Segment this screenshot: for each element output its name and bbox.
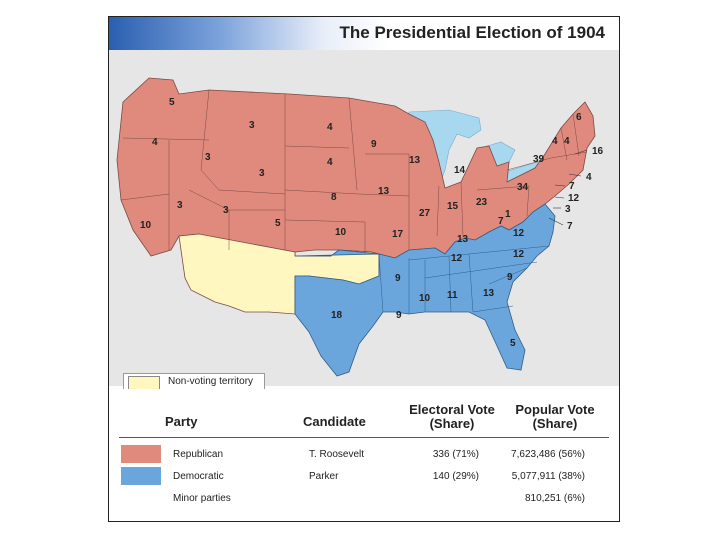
title-bar: The Presidential Election of 1904 [109, 17, 619, 50]
row-minor-popular: 810,251 (6%) [524, 493, 585, 504]
state-label-sd: 4 [327, 157, 333, 168]
header-party: Party [165, 414, 198, 429]
callout-lines [548, 149, 588, 226]
state-label-pa: 34 [517, 182, 529, 193]
state-label-md-d: 7 [567, 221, 573, 232]
state-label-ky: 13 [457, 234, 469, 245]
state-label-in: 15 [447, 201, 459, 212]
state-label-ca: 10 [140, 220, 152, 231]
election-map: 5 4 10 3 3 3 3 3 5 4 4 8 10 9 13 17 13 2… [109, 50, 619, 393]
map-title: The Presidential Election of 1904 [339, 23, 605, 42]
results-table: Party Candidate Electoral Vote (Share) P… [109, 389, 619, 521]
state-label-co: 5 [275, 218, 281, 229]
row-democratic-electoral: 140 (29%) [432, 471, 479, 482]
state-label-tx: 18 [331, 310, 343, 321]
state-label-ne: 8 [331, 192, 337, 203]
us-map: 5 4 10 3 3 3 3 3 5 4 4 8 10 9 13 17 13 2… [116, 77, 604, 377]
state-label-ar: 9 [395, 273, 401, 284]
state-label-nc: 12 [513, 249, 525, 260]
state-label-nh: 4 [564, 136, 570, 147]
header-popular-vote: Popular Vote (Share) [515, 402, 595, 431]
state-label-nd: 4 [327, 122, 333, 133]
state-label-ks: 10 [335, 227, 347, 238]
table-divider [119, 437, 609, 438]
state-label-ms: 10 [419, 293, 431, 304]
state-label-id: 3 [205, 152, 211, 163]
row-democratic-popular: 5,077,911 (38%) [511, 471, 585, 482]
state-borders-south [378, 245, 550, 314]
state-label-ga: 13 [483, 288, 495, 299]
state-label-fl: 5 [510, 338, 516, 349]
legend-label: Non-voting territory [168, 376, 254, 387]
state-label-ma: 16 [592, 146, 604, 157]
state-label-vt: 4 [552, 136, 558, 147]
state-label-ia: 13 [378, 186, 390, 197]
state-label-wa: 5 [169, 97, 175, 108]
state-label-wv: 7 [498, 216, 504, 227]
state-label-la: 9 [396, 310, 402, 321]
state-label-nj: 12 [568, 193, 580, 204]
header-candidate: Candidate [303, 414, 366, 429]
state-label-ct: 7 [569, 181, 575, 192]
row-democratic-candidate: Parker [309, 471, 339, 482]
state-label-il: 27 [419, 208, 431, 219]
state-borders [120, 89, 588, 254]
state-label-ny: 39 [533, 154, 545, 165]
row-minor-party: Minor parties [173, 493, 231, 504]
row-democratic-party: Democratic [173, 471, 224, 482]
state-label-ri: 4 [586, 172, 592, 183]
row-republican-candidate: T. Roosevelt [309, 449, 365, 460]
state-label-va: 12 [513, 228, 525, 239]
state-label-ut: 3 [223, 205, 229, 216]
header-electoral-vote: Electoral Vote (Share) [409, 402, 495, 431]
row-republican-popular: 7,623,486 (56%) [511, 449, 585, 460]
state-label-md-r: 1 [505, 209, 511, 220]
state-label-wy: 3 [259, 168, 265, 179]
map-figure: The Presidential Election of 1904 [108, 16, 620, 522]
state-label-oh: 23 [476, 197, 488, 208]
state-label-me: 6 [576, 112, 582, 123]
state-label-wi: 13 [409, 155, 421, 166]
state-label-de: 3 [565, 204, 571, 215]
state-label-tn: 12 [451, 253, 463, 264]
state-label-mn: 9 [371, 139, 377, 150]
state-label-mi: 14 [454, 165, 466, 176]
state-label-mo: 17 [392, 229, 404, 240]
state-label-mt: 3 [249, 120, 255, 131]
state-label-or: 4 [152, 137, 158, 148]
row-republican-party: Republican [173, 449, 224, 460]
state-label-nv: 3 [177, 200, 183, 211]
swatch-democratic [121, 467, 161, 485]
swatch-republican [121, 445, 161, 463]
state-label-al: 11 [447, 290, 458, 301]
state-label-sc: 9 [507, 272, 513, 283]
row-republican-electoral: 336 (71%) [432, 449, 479, 460]
